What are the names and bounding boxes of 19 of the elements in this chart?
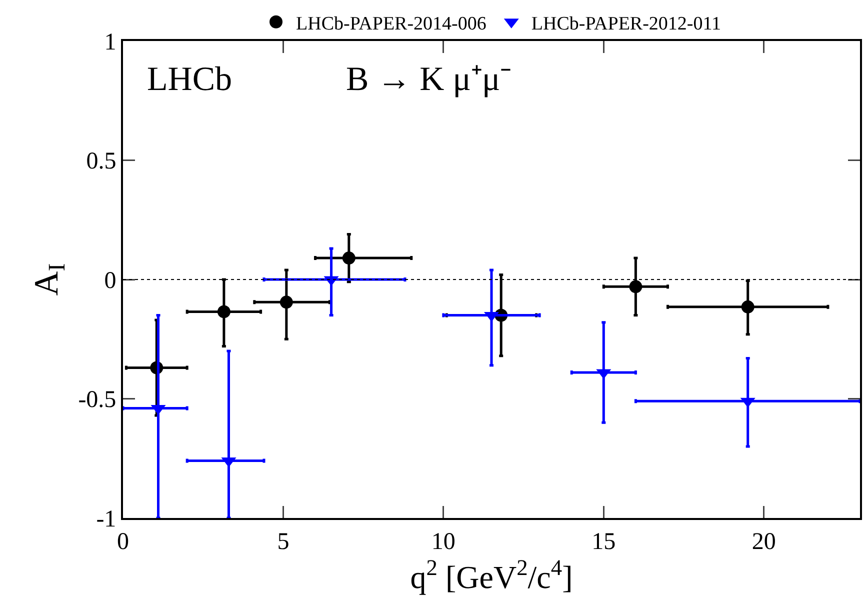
x-tick-label: 15 [592,528,616,555]
point [217,305,230,318]
annotation: LHCb [147,61,232,98]
legend-label: LHCb-PAPER-2014-006 [296,13,486,34]
x-tick-label: 10 [431,528,456,555]
legend-label: LHCb-PAPER-2012-011 [531,13,722,34]
point [280,296,293,309]
y-tick-label: 1 [104,29,116,56]
point [629,280,642,294]
x-tick-label: 5 [277,528,290,555]
point [342,252,356,265]
annotation: B → K μ⁺μ⁻ [346,61,512,98]
y-tick-label: 0 [104,268,116,294]
y-tick-label: -0.5 [78,387,116,414]
y-tick-label: -1 [96,506,116,532]
point [741,300,754,314]
x-axis-title: q$^{2}$ [GeV$^{2}$/c$^{4}$] [410,554,573,596]
y-tick-label: 0.5 [86,148,116,175]
x-tick-label: 20 [752,528,776,555]
